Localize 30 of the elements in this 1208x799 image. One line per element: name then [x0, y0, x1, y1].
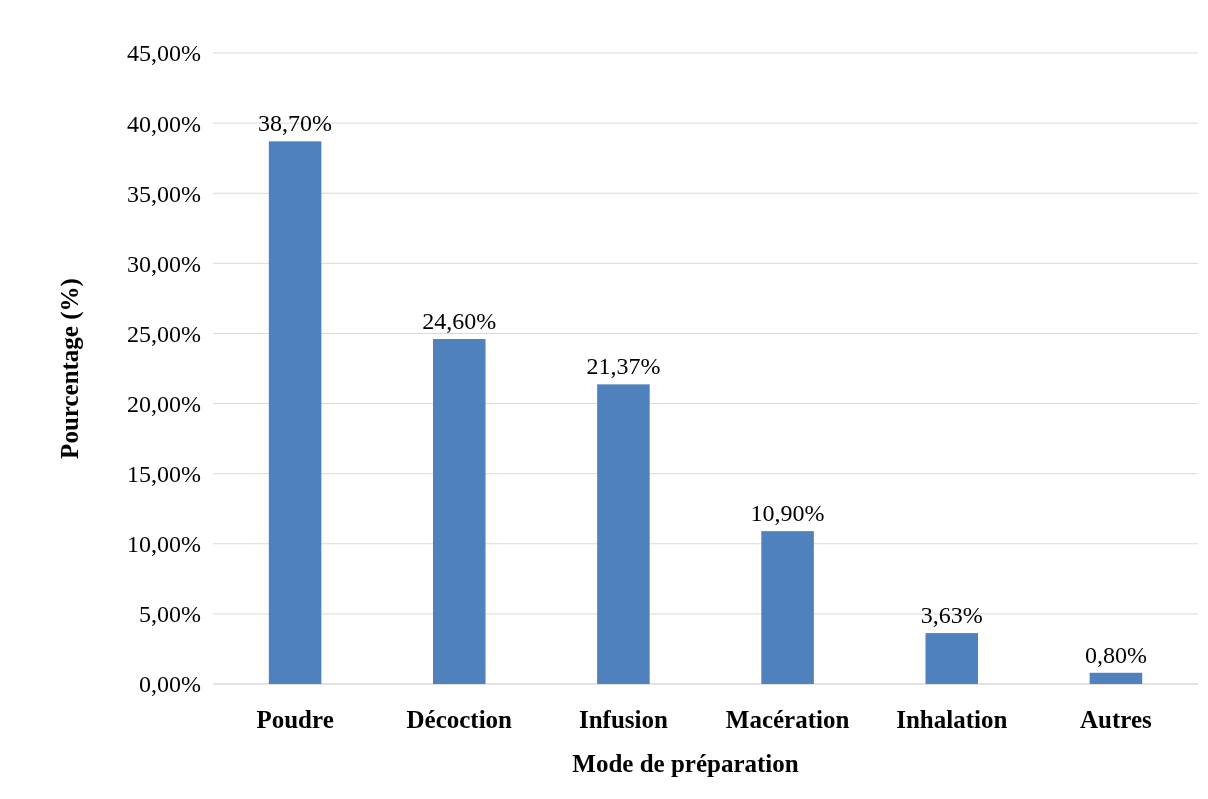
x-tick-label: Infusion	[578, 706, 668, 733]
bar	[925, 633, 979, 684]
bar	[761, 531, 814, 684]
y-tick-label: 35,00%	[127, 180, 201, 207]
data-label: 3,63%	[920, 602, 983, 629]
x-tick-label: Macération	[725, 706, 850, 733]
x-axis-title: Mode de préparation	[572, 750, 799, 777]
y-tick-label: 45,00%	[127, 40, 201, 67]
data-label: 0,80%	[1084, 641, 1147, 668]
y-tick-label: 40,00%	[127, 110, 201, 137]
y-tick-label: 30,00%	[127, 250, 201, 277]
y-axis-title: Pourcentage (%)	[56, 278, 84, 459]
y-tick-label: 20,00%	[127, 390, 201, 417]
bar	[597, 384, 650, 684]
data-label: 10,90%	[750, 500, 825, 527]
data-label: 21,37%	[586, 353, 661, 380]
bar	[1089, 672, 1143, 684]
bar	[268, 141, 322, 684]
y-tick-label: 5,00%	[139, 601, 201, 628]
x-tick-label: Décoction	[406, 706, 513, 733]
x-tick-label: Poudre	[256, 706, 334, 733]
y-tick-label: 10,00%	[127, 531, 201, 558]
y-tick-label: 15,00%	[127, 461, 201, 488]
data-label: 24,60%	[422, 308, 497, 335]
x-tick-label: Autres	[1080, 706, 1153, 733]
bar	[432, 339, 486, 684]
y-tick-label: 25,00%	[127, 320, 201, 347]
x-tick-label: Inhalation	[896, 706, 1008, 733]
y-tick-label: 0,00%	[139, 671, 201, 698]
data-label: 38,70%	[258, 110, 333, 137]
